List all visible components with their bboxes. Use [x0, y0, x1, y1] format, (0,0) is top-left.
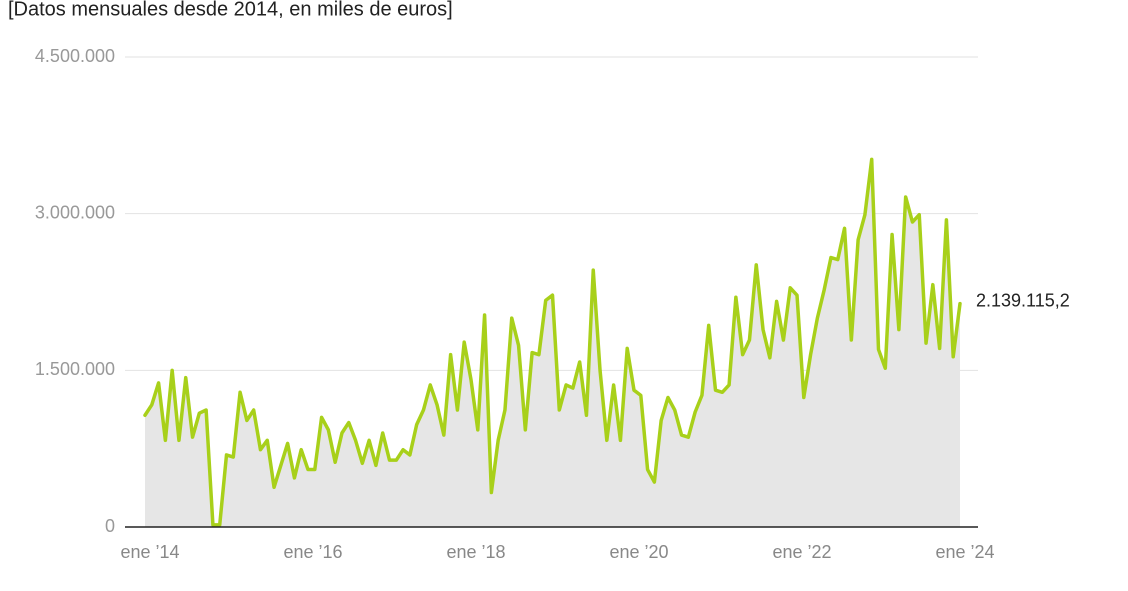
x-tick-label: ene ’22 [772, 542, 831, 562]
line [143, 157, 962, 527]
y-tick-label: 4.500.000 [35, 46, 115, 66]
x-tick-label: ene ’14 [120, 542, 179, 562]
area [145, 159, 960, 527]
y-tick-label: 0 [105, 516, 115, 536]
x-tick-label: ene ’16 [283, 542, 342, 562]
chart-subtitle: [Datos mensuales desde 2014, en miles de… [8, 0, 453, 20]
y-tick-label: 1.500.000 [35, 359, 115, 379]
x-tick-label: ene ’18 [446, 542, 505, 562]
value-label: 2.139.115,2 [976, 290, 1070, 310]
x-tick-label: ene ’24 [935, 542, 994, 562]
y-tick-label: 3.000.000 [35, 202, 115, 222]
x-tick-label: ene ’20 [609, 542, 668, 562]
